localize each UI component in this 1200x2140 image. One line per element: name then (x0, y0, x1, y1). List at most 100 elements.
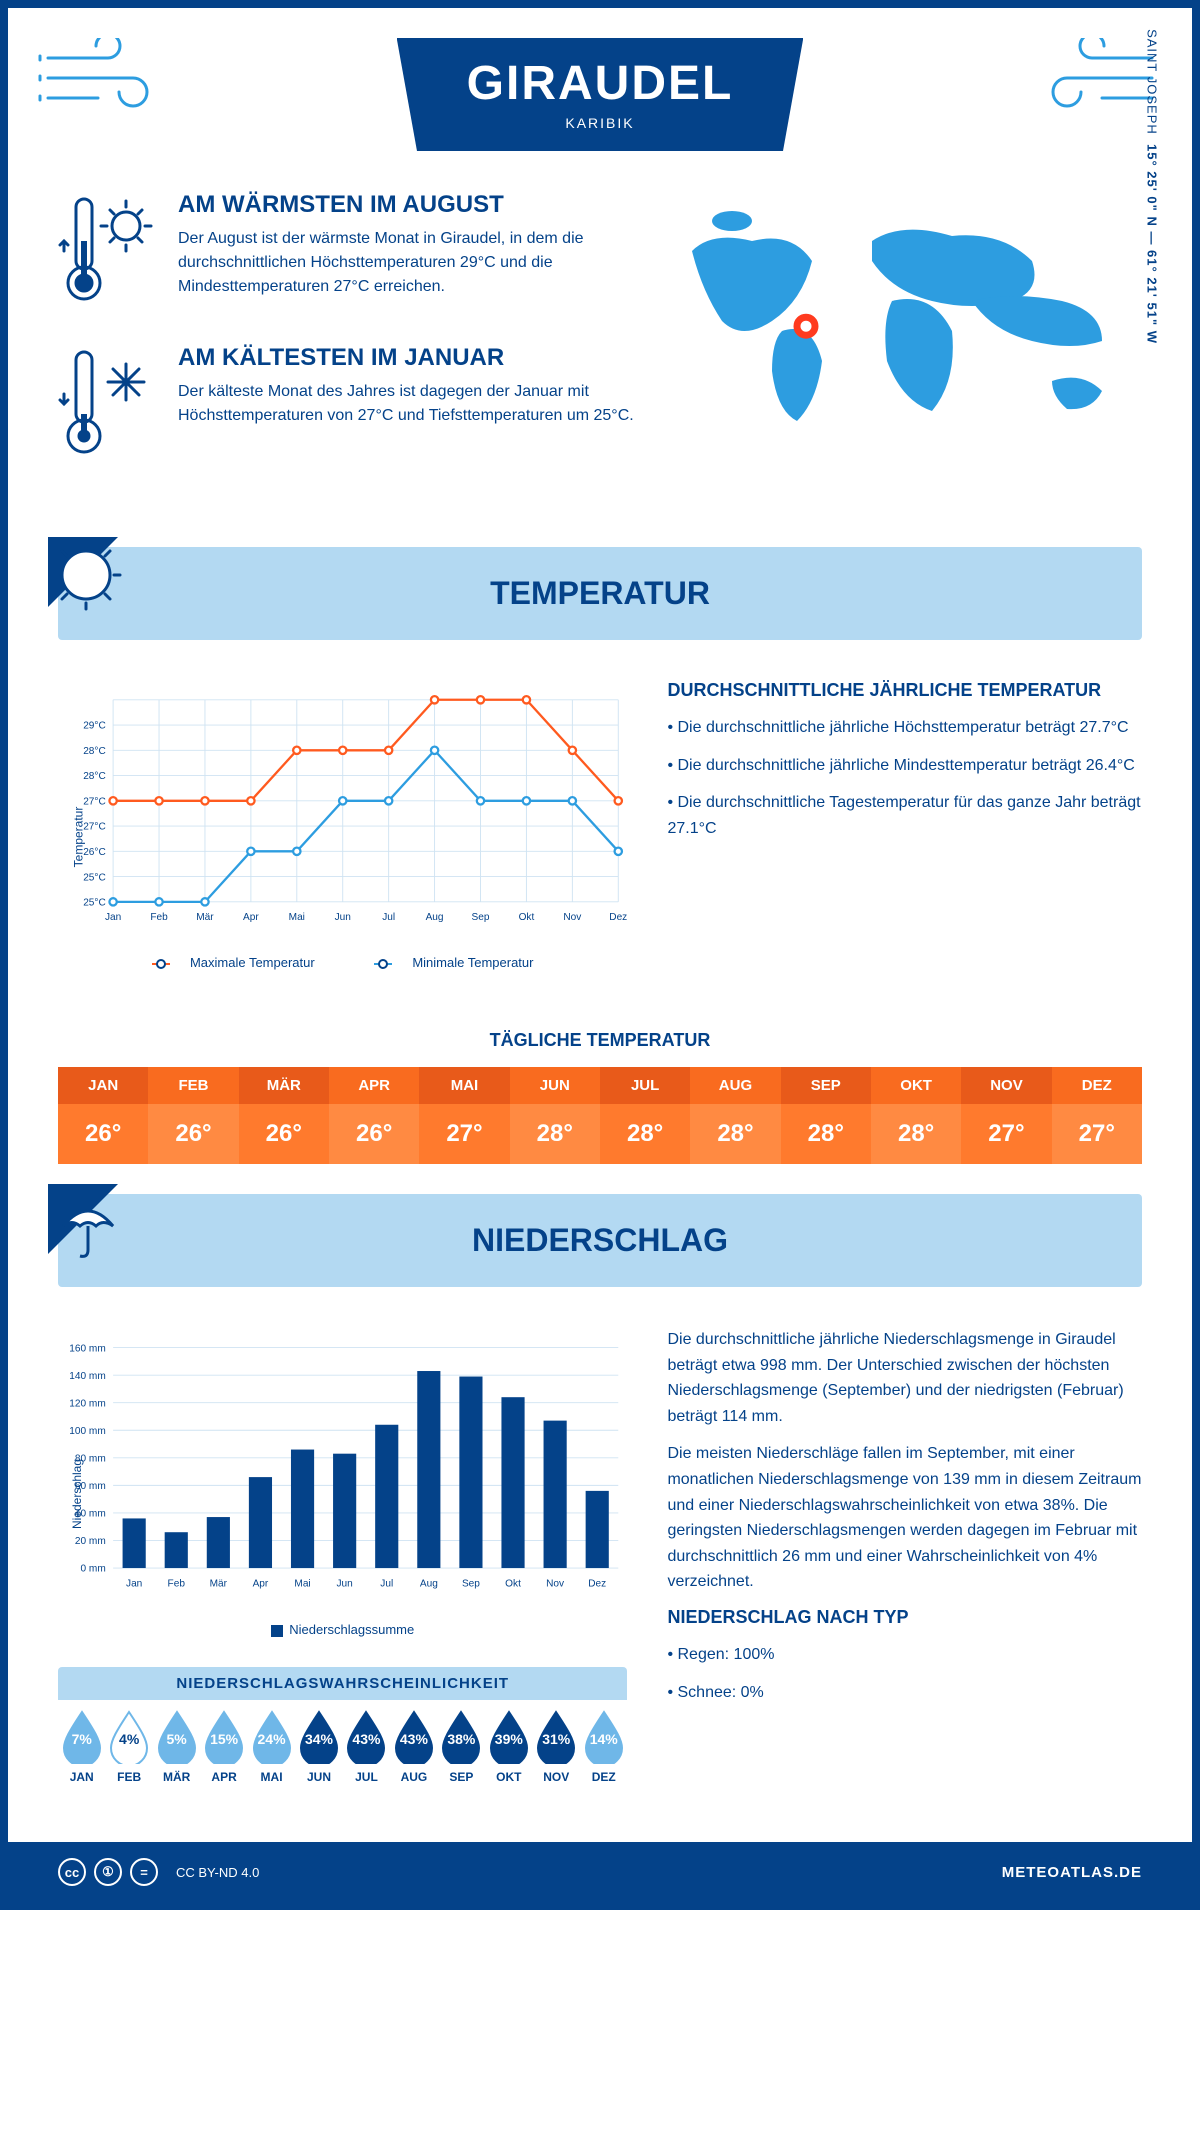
daily-temp-col: JUL 28° (600, 1067, 690, 1164)
svg-text:120 mm: 120 mm (69, 1398, 105, 1409)
warmest-text: Der August ist der wärmste Monat in Gira… (178, 227, 642, 299)
prob-col: 31% NOV (533, 1700, 580, 1792)
site-name: METEOATLAS.DE (1002, 1864, 1142, 1881)
daily-temp-col: SEP 28° (781, 1067, 871, 1164)
svg-text:Mai: Mai (289, 912, 305, 923)
daily-temp-col: NOV 27° (961, 1067, 1051, 1164)
raindrop-icon: 34% (297, 1710, 341, 1764)
daily-temp-col: FEB 26° (148, 1067, 238, 1164)
svg-text:Sep: Sep (462, 1578, 480, 1589)
stat-bullet: • Die durchschnittliche jährliche Höchst… (667, 715, 1142, 741)
daily-temp-table: JAN 26° FEB 26° MÄR 26° APR 26° MAI 27° … (58, 1067, 1142, 1164)
svg-text:Jan: Jan (126, 1578, 142, 1589)
daily-temp-col: JAN 26° (58, 1067, 148, 1164)
temperature-banner: TEMPERATUR (58, 547, 1142, 640)
svg-text:29°C: 29°C (83, 721, 106, 732)
svg-text:Jun: Jun (335, 912, 351, 923)
svg-text:Dez: Dez (588, 1578, 606, 1589)
precipitation-probability: NIEDERSCHLAGSWAHRSCHEINLICHKEIT 7% JAN 4… (58, 1667, 627, 1792)
svg-text:Jun: Jun (336, 1578, 352, 1589)
sun-icon (48, 537, 138, 627)
raindrop-icon: 43% (392, 1710, 436, 1764)
wind-icon (38, 38, 178, 118)
raindrop-icon: 31% (534, 1710, 578, 1764)
svg-text:28°C: 28°C (83, 771, 106, 782)
raindrop-icon: 14% (582, 1710, 626, 1764)
stat-bullet: • Regen: 100% (667, 1642, 1142, 1668)
svg-text:Nov: Nov (563, 912, 582, 923)
raindrop-icon: 39% (487, 1710, 531, 1764)
daily-temp-col: APR 26° (329, 1067, 419, 1164)
daily-temp-title: TÄGLICHE TEMPERATUR (8, 1030, 1192, 1051)
location-title: GIRAUDEL (467, 56, 734, 111)
license-icons: cc①= CC BY-ND 4.0 (58, 1858, 259, 1886)
svg-text:25°C: 25°C (83, 898, 106, 909)
svg-text:28°C: 28°C (83, 746, 106, 757)
temperature-line-chart: Temperatur 25°C25°C26°C27°C27°C28°C28°C2… (58, 680, 627, 980)
svg-text:Okt: Okt (519, 912, 535, 923)
svg-text:Jul: Jul (382, 912, 395, 923)
svg-text:Feb: Feb (168, 1578, 186, 1589)
coldest-fact: AM KÄLTESTEN IM JANUAR Der kälteste Mona… (58, 344, 642, 469)
world-map: SAINT JOSEPH 15° 25' 0" N — 61° 21' 51" … (662, 191, 1142, 497)
svg-text:Sep: Sep (472, 912, 490, 923)
prob-col: 7% JAN (58, 1700, 105, 1792)
svg-text:160 mm: 160 mm (69, 1343, 105, 1354)
intro-section: AM WÄRMSTEN IM AUGUST Der August ist der… (8, 171, 1192, 527)
svg-text:Feb: Feb (150, 912, 168, 923)
page-footer: cc①= CC BY-ND 4.0 METEOATLAS.DE (8, 1842, 1192, 1902)
svg-text:Aug: Aug (420, 1578, 438, 1589)
stat-bullet: • Die durchschnittliche Tagestemperatur … (667, 790, 1142, 841)
title-banner: GIRAUDEL KARIBIK (397, 38, 804, 151)
svg-text:20 mm: 20 mm (75, 1536, 106, 1547)
svg-text:27°C: 27°C (83, 796, 106, 807)
prob-col: 38% SEP (438, 1700, 485, 1792)
raindrop-icon: 38% (439, 1710, 483, 1764)
stat-bullet: • Die durchschnittliche jährliche Mindes… (667, 753, 1142, 779)
svg-text:26°C: 26°C (83, 847, 106, 858)
raindrop-icon: 4% (107, 1710, 151, 1764)
svg-text:Nov: Nov (546, 1578, 565, 1589)
raindrop-icon: 7% (60, 1710, 104, 1764)
prob-col: 5% MÄR (153, 1700, 200, 1792)
svg-text:27°C: 27°C (83, 822, 106, 833)
daily-temp-col: JUN 28° (510, 1067, 600, 1164)
raindrop-icon: 5% (155, 1710, 199, 1764)
thermometer-sun-icon (58, 191, 158, 316)
umbrella-icon (48, 1184, 138, 1274)
coldest-title: AM KÄLTESTEN IM JANUAR (178, 344, 642, 372)
line-chart-legend: Maximale Temperatur Minimale Temperatur (58, 945, 627, 970)
temperature-stats: DURCHSCHNITTLICHE JÄHRLICHE TEMPERATUR •… (667, 680, 1142, 980)
svg-text:Apr: Apr (253, 1578, 269, 1589)
stat-bullet: • Schnee: 0% (667, 1680, 1142, 1706)
prob-col: 4% FEB (105, 1700, 152, 1792)
daily-temp-col: DEZ 27° (1052, 1067, 1142, 1164)
raindrop-icon: 15% (202, 1710, 246, 1764)
thermometer-snow-icon (58, 344, 158, 469)
svg-text:100 mm: 100 mm (69, 1426, 105, 1437)
warmest-fact: AM WÄRMSTEN IM AUGUST Der August ist der… (58, 191, 642, 316)
daily-temp-col: AUG 28° (690, 1067, 780, 1164)
wind-icon (1022, 38, 1162, 118)
raindrop-icon: 43% (344, 1710, 388, 1764)
precipitation-banner: NIEDERSCHLAG (58, 1194, 1142, 1287)
prob-col: 43% AUG (390, 1700, 437, 1792)
svg-text:Mär: Mär (210, 1578, 228, 1589)
svg-text:Okt: Okt (505, 1578, 521, 1589)
bar-chart-legend: Niederschlagssumme (58, 1612, 627, 1637)
daily-temp-col: OKT 28° (871, 1067, 961, 1164)
svg-text:Apr: Apr (243, 912, 259, 923)
svg-text:25°C: 25°C (83, 872, 106, 883)
svg-text:Mai: Mai (294, 1578, 310, 1589)
coldest-text: Der kälteste Monat des Jahres ist dagege… (178, 380, 642, 428)
svg-text:0 mm: 0 mm (81, 1564, 106, 1575)
prob-col: 15% APR (200, 1700, 247, 1792)
coordinates: SAINT JOSEPH 15° 25' 0" N — 61° 21' 51" … (1145, 29, 1160, 344)
svg-text:Jan: Jan (105, 912, 121, 923)
precipitation-stats: Die durchschnittliche jährliche Niedersc… (667, 1327, 1142, 1822)
svg-text:140 mm: 140 mm (69, 1371, 105, 1382)
page-header: GIRAUDEL KARIBIK (8, 8, 1192, 171)
warmest-title: AM WÄRMSTEN IM AUGUST (178, 191, 642, 219)
raindrop-icon: 24% (250, 1710, 294, 1764)
svg-text:Mär: Mär (196, 912, 214, 923)
